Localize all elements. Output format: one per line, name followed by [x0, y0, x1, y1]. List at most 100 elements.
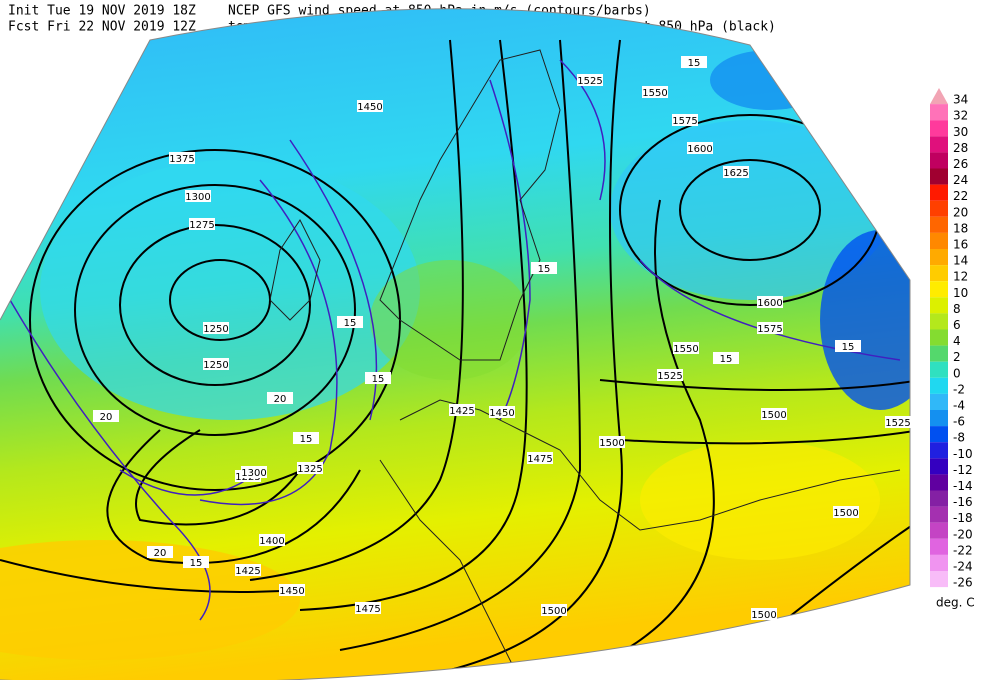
contour-labels: 1450 1525 1550 1575 1600 1625 1375 1300 1275 1250… [93, 56, 911, 621]
colorbar-label: 26 [953, 157, 968, 171]
colorbar-swatch [930, 442, 948, 459]
colorbar-label: -10 [953, 447, 973, 461]
colorbar-label: 12 [953, 270, 968, 284]
contour-label: 15 [720, 354, 733, 365]
contour-label: 15 [190, 558, 203, 569]
contour-label-bg [531, 262, 557, 274]
contour-label: 1525 [657, 371, 682, 382]
contour-label: 1500 [833, 508, 858, 519]
contour-label-bg [449, 404, 475, 416]
contour-label-bg [577, 74, 603, 86]
colorbar-swatch [930, 474, 948, 491]
colorbar-swatch [930, 458, 948, 475]
colorbar-swatch [930, 538, 948, 555]
colorbar-label: 22 [953, 189, 968, 203]
colorbar-label: -24 [953, 559, 973, 573]
contour-label: 1600 [757, 298, 782, 309]
colorbar-label: 32 [953, 109, 968, 123]
contour-label-bg [241, 466, 267, 478]
contour-label: 1600 [687, 144, 712, 155]
colorbar-swatch [930, 393, 948, 410]
colorbar-label: 8 [953, 302, 961, 316]
contour-label: 1575 [672, 116, 697, 127]
contour-label-bg [713, 352, 739, 364]
contour-label-bg [642, 86, 668, 98]
colorbar-swatch [930, 232, 948, 249]
contour-label: 15 [300, 434, 313, 445]
contour-label: 1300 [241, 468, 266, 479]
colorbar-swatch [930, 361, 948, 378]
colorbar-swatch [930, 329, 948, 346]
colorbar-label: -16 [953, 495, 973, 509]
contour-label: 15 [344, 318, 357, 329]
contour-label: 1500 [751, 610, 776, 621]
colorbar-label: 4 [953, 334, 961, 348]
colorbar-label: -18 [953, 511, 973, 525]
contour-label: 1375 [169, 154, 194, 165]
colorbar-label: 34 [953, 93, 968, 107]
colorbar-label: 18 [953, 221, 968, 235]
contour-label: 1425 [449, 406, 474, 417]
contour-label-bg [169, 152, 195, 164]
contour-label: 1450 [279, 586, 304, 597]
contour-label: 1550 [673, 344, 698, 355]
contour-label-bg [757, 296, 783, 308]
colorbar-label: 0 [953, 366, 961, 380]
colorbar-label: 20 [953, 205, 968, 219]
contour-label: 1450 [489, 408, 514, 419]
colorbar-swatch [930, 313, 948, 330]
contour-label-bg [672, 114, 698, 126]
contour-label-bg [183, 556, 209, 568]
contour-label: 1525 [577, 76, 602, 87]
contour-label-bg [365, 372, 391, 384]
contour-label: 1500 [599, 438, 624, 449]
contour-label-bg [147, 546, 173, 558]
colorbar-swatch [930, 104, 948, 121]
contour-label: 1475 [355, 604, 380, 615]
colorbar-swatch [930, 120, 948, 137]
colorbar-label: 24 [953, 173, 968, 187]
contour-label-bg [337, 316, 363, 328]
contour-label-bg [293, 432, 319, 444]
colorbar-label: 30 [953, 125, 968, 139]
contour-label-bg [835, 340, 861, 352]
contour-label: 1525 [885, 418, 910, 429]
contour-label-bg [885, 416, 911, 428]
contour-label: 20 [100, 412, 113, 423]
contour-label-bg [235, 564, 261, 576]
contour-label-bg [203, 358, 229, 370]
contour-label: 15 [842, 342, 855, 353]
map [0, 8, 910, 680]
colorbar-label: -12 [953, 463, 973, 477]
colorbar-swatch [930, 168, 948, 185]
contour-label-bg [489, 406, 515, 418]
contour-label-bg [761, 408, 787, 420]
colorbar-arrow [930, 88, 948, 105]
contour-label: 1250 [203, 324, 228, 335]
colorbar-label: -4 [953, 398, 965, 412]
contour-label-bg [259, 534, 285, 546]
contour-label-bg [751, 608, 777, 620]
colorbar-swatch [930, 265, 948, 282]
colorbar-label: -2 [953, 382, 965, 396]
unit-label: deg. C [936, 596, 975, 610]
contour-label-bg [189, 218, 215, 230]
contour-label: 15 [372, 374, 385, 385]
contour-label-bg [355, 602, 381, 614]
contour-label: 1275 [189, 220, 214, 231]
contour-label: 15 [538, 264, 551, 275]
contour-label-bg [203, 322, 229, 334]
contour-label: 1325 [297, 464, 322, 475]
contour-label-bg [681, 56, 707, 68]
colorbar-swatch [930, 281, 948, 298]
colorbar-swatch [930, 200, 948, 217]
init-time: Init Tue 19 NOV 2019 18Z [8, 4, 196, 19]
contour-label: 1400 [259, 536, 284, 547]
colorbar-swatch [930, 297, 948, 314]
colorbar-label: 28 [953, 141, 968, 155]
colorbar-swatch [930, 554, 948, 571]
contour-label: 20 [274, 394, 287, 405]
contour-label-bg [757, 322, 783, 334]
contour-label: 1250 [203, 360, 228, 371]
